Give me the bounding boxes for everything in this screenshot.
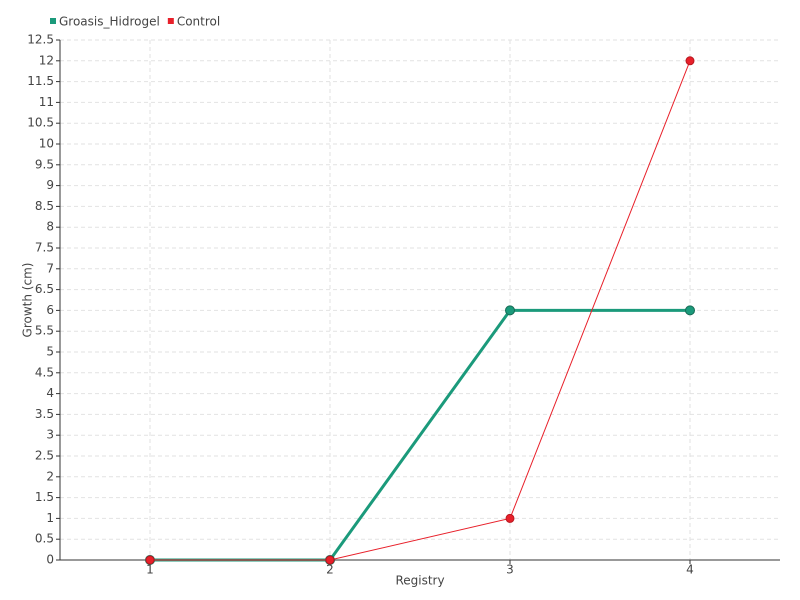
y-axis-label: Growth (cm) [21,263,35,338]
y-tick-label: 3 [46,428,54,442]
legend-label: Groasis_Hidrogel [59,15,160,29]
legend-swatch [50,18,56,24]
y-tick-label: 5 [46,345,54,359]
marker [325,555,335,565]
y-tick-label: 11 [39,95,54,109]
y-tick-label: 12 [39,53,54,67]
y-tick-label: 10.5 [27,116,54,130]
x-tick-label: 2 [326,563,334,577]
y-tick-label: 6 [46,303,54,317]
y-tick-label: 5.5 [35,324,54,338]
y-tick-label: 11.5 [27,74,54,88]
y-tick-label: 0 [46,553,54,567]
y-tick-label: 2 [46,469,54,483]
y-tick-label: 10 [39,137,54,151]
legend-label: Control [177,15,220,29]
series-line [150,60,691,561]
x-tick-label: 4 [686,563,694,577]
y-tick-label: 4.5 [35,365,54,379]
y-tick-label: 7 [46,261,54,275]
x-tick-label: 1 [146,563,154,577]
x-tick-label: 3 [506,563,514,577]
marker [685,56,695,66]
y-tick-label: 3.5 [35,407,54,421]
marker [505,513,515,523]
y-tick-label: 4 [46,386,54,400]
y-tick-label: 1.5 [35,490,54,504]
marker [505,305,515,316]
y-tick-label: 0.5 [35,532,54,546]
y-tick-label: 2.5 [35,449,54,463]
legend-swatch [167,18,174,24]
y-tick-label: 1 [46,511,54,525]
y-tick-label: 6.5 [35,282,54,296]
y-tick-label: 8 [46,220,54,234]
y-tick-label: 9 [46,178,54,192]
y-tick-label: 9.5 [35,157,54,171]
y-tick-label: 7.5 [35,241,54,255]
marker [685,305,695,316]
x-axis-label: Registry [395,574,444,588]
marker [145,555,155,565]
y-tick-label: 8.5 [35,199,54,213]
y-tick-label: 12.5 [27,33,54,47]
